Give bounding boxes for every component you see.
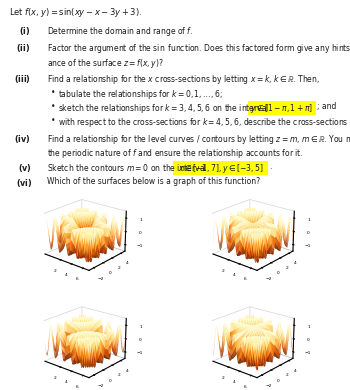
Text: $\mathbf{(ii)}$: $\mathbf{(ii)}$ — [16, 42, 30, 54]
Text: sketch the relationships for $k = 3, 4, 5, 6$ on the interval: sketch the relationships for $k = 3, 4, … — [58, 102, 269, 115]
Text: $\mathbf{(iv)}$: $\mathbf{(iv)}$ — [14, 133, 30, 145]
Text: ; and: ; and — [317, 102, 336, 111]
Text: $\mathbf{(vi)}$: $\mathbf{(vi)}$ — [16, 177, 32, 189]
Text: $\mathbf{(iii)}$: $\mathbf{(iii)}$ — [14, 73, 31, 85]
Text: Which of the surfaces below is a graph of this function?: Which of the surfaces below is a graph o… — [47, 177, 260, 186]
Text: Find a relationship for the level curves / contours by letting $z = m$, $m \in \: Find a relationship for the level curves… — [47, 133, 350, 145]
Text: $\mathbf{(i)}$: $\mathbf{(i)}$ — [19, 25, 31, 37]
FancyBboxPatch shape — [248, 101, 316, 115]
Text: Find a relationship for the $x$ cross-sections by letting $x = k$, $k \in \mathb: Find a relationship for the $x$ cross-se… — [47, 73, 320, 86]
Text: •: • — [51, 116, 55, 125]
Text: $x \in [-1, 7], y \in [-3, 5]$: $x \in [-1, 7], y \in [-3, 5]$ — [178, 162, 263, 175]
FancyBboxPatch shape — [173, 161, 268, 175]
Text: .: . — [270, 162, 272, 171]
Text: $y \in [1 - \pi, 1 + \pi]$: $y \in [1 - \pi, 1 + \pi]$ — [250, 102, 313, 115]
Text: •: • — [51, 88, 55, 97]
Text: •: • — [51, 102, 55, 111]
Text: ance of the surface $z = f(x, y)$?: ance of the surface $z = f(x, y)$? — [47, 57, 164, 69]
Text: Determine the domain and range of $f$.: Determine the domain and range of $f$. — [47, 25, 194, 38]
Text: Factor the argument of the $\sin$ function. Does this factored form give any hin: Factor the argument of the $\sin$ functi… — [47, 42, 350, 55]
Text: tabulate the relationships for $k = 0, 1, \ldots, 6$;: tabulate the relationships for $k = 0, 1… — [58, 88, 223, 101]
Text: with respect to the cross-sections for $k = 4, 5, 6$, describe the cross-section: with respect to the cross-sections for $… — [58, 116, 350, 129]
Text: $\mathbf{(v)}$: $\mathbf{(v)}$ — [18, 162, 32, 174]
Text: Sketch the contours $m = 0$ on the interval: Sketch the contours $m = 0$ on the inter… — [47, 162, 208, 173]
Text: Let $f(x, y) = \sin(xy - x - 3y + 3)$.: Let $f(x, y) = \sin(xy - x - 3y + 3)$. — [9, 6, 142, 19]
Text: the periodic nature of $f$ and ensure the relationship accounts for it.: the periodic nature of $f$ and ensure th… — [47, 147, 304, 160]
